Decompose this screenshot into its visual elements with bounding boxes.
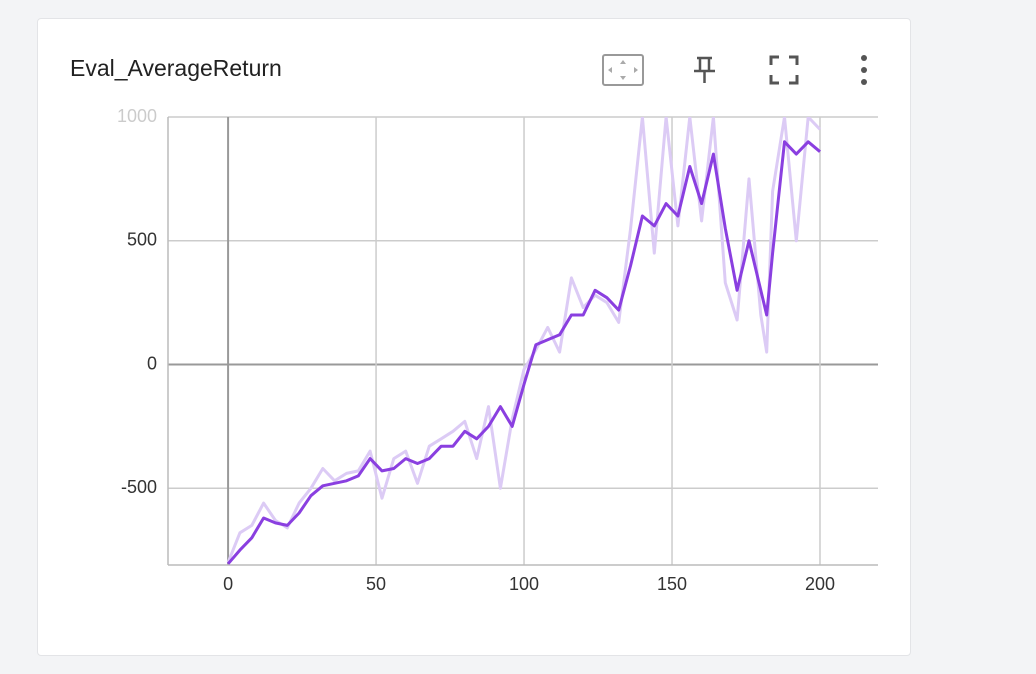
- pin-icon[interactable]: [694, 56, 715, 83]
- series-line: [226, 140, 821, 565]
- x-tick-label: 200: [805, 574, 835, 594]
- series-group: [226, 117, 822, 565]
- y-tick-label: 1000: [117, 106, 157, 126]
- x-tick-label: 50: [366, 574, 386, 594]
- chart-title: Eval_AverageReturn: [70, 55, 282, 81]
- x-tick-label: 0: [223, 574, 233, 594]
- menu-icon[interactable]: [861, 55, 867, 85]
- y-tick-label: -500: [121, 477, 157, 497]
- fullscreen-icon[interactable]: [769, 55, 799, 85]
- x-tick-label: 100: [509, 574, 539, 594]
- y-tick-label: 0: [147, 353, 157, 373]
- y-tick-label: 500: [127, 230, 157, 250]
- fit-icon[interactable]: [602, 54, 644, 86]
- x-tick-label: 150: [657, 574, 687, 594]
